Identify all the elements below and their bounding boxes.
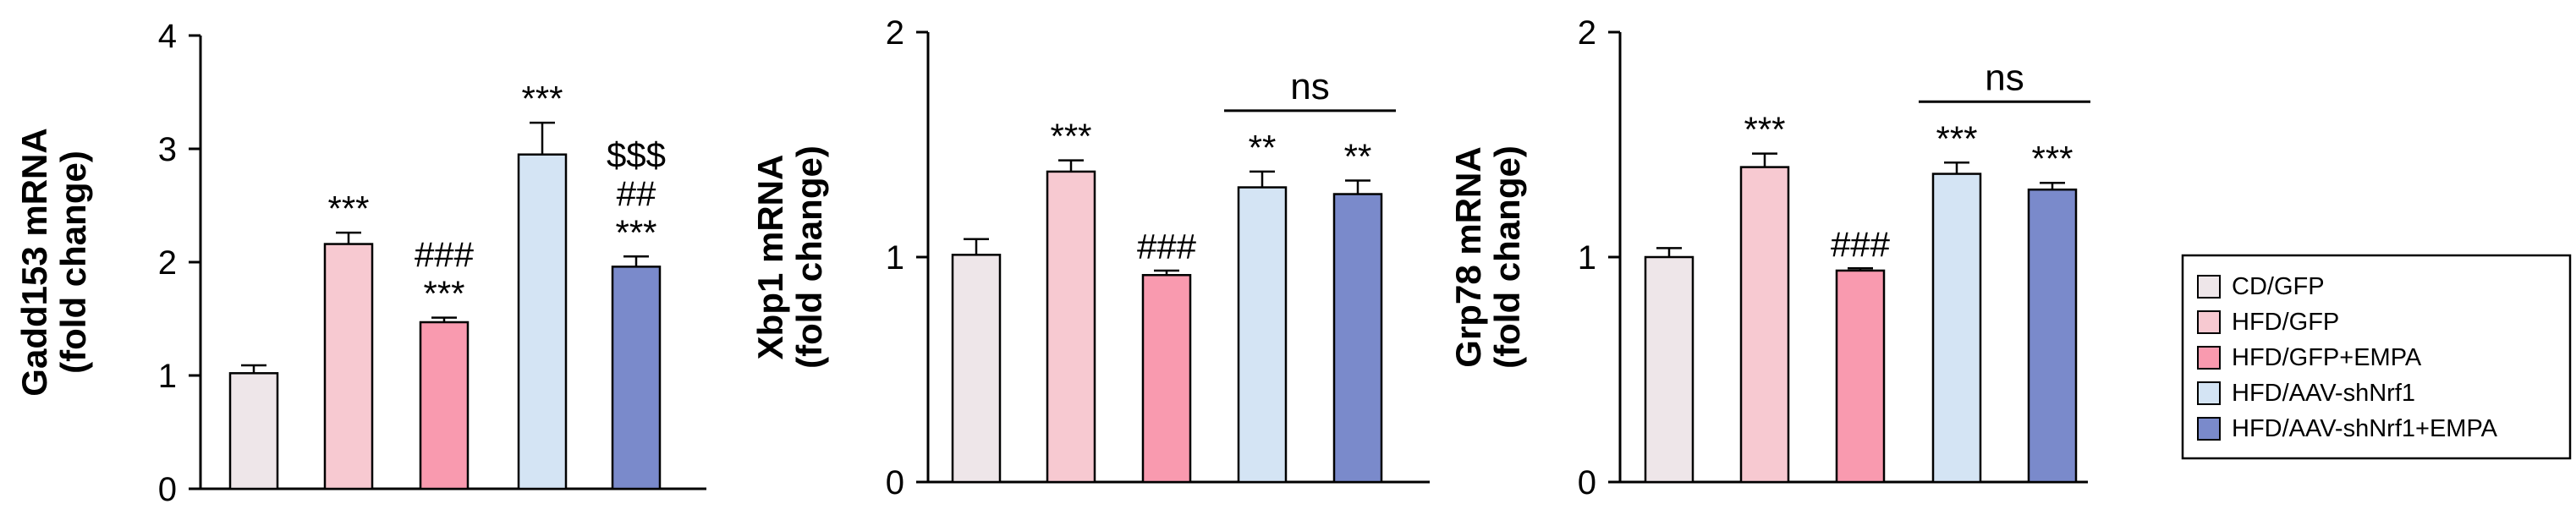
legend-label: HFD/GFP <box>2232 309 2339 336</box>
bar-cd-gfp <box>228 372 279 490</box>
y-tick-label: 1 <box>1578 239 1596 277</box>
significance-label: ### <box>415 235 475 275</box>
y-axis-title-line-2: (fold change) <box>53 151 93 374</box>
y-axis-title-line-1: Xbp1 mRNA <box>750 155 790 360</box>
y-tick-label: 1 <box>886 239 904 277</box>
y-axis-title: Xbp1 mRNA(fold change) <box>750 145 829 369</box>
significance-label: *** <box>423 274 464 314</box>
significance-label: ** <box>1249 128 1277 167</box>
legend-label: CD/GFP <box>2232 273 2325 300</box>
comparison-label: ns <box>1290 66 1329 107</box>
bar-hfd-aav-shnrf1 <box>1931 173 1982 484</box>
significance-label: ** <box>1344 137 1372 177</box>
y-axis-title: Gadd153 mRNA(fold change) <box>14 128 93 396</box>
y-tick-label: 0 <box>158 471 177 508</box>
bar-hfd-gfp <box>1046 170 1096 484</box>
bar-hfd-gfp <box>1739 166 1790 484</box>
bar-cd-gfp <box>1644 255 1694 484</box>
y-axis-title-line-2: (fold change) <box>1487 145 1527 369</box>
significance-label: ### <box>1831 224 1891 264</box>
significance-label: *** <box>327 189 369 228</box>
bar-hfd-gfp <box>323 243 374 490</box>
y-tick-label: 2 <box>1578 14 1596 52</box>
legend-label: HFD/GFP+EMPA <box>2232 344 2422 371</box>
y-tick-label: 2 <box>886 14 904 52</box>
significance-label: ## <box>617 173 656 213</box>
legend-swatch <box>2197 346 2221 370</box>
y-axis-title-line-2: (fold change) <box>789 145 829 369</box>
significance-label: ### <box>1137 227 1197 266</box>
significance-label: *** <box>1050 117 1091 156</box>
significance-label: *** <box>1936 118 1977 158</box>
legend-swatch <box>2197 310 2221 334</box>
legend-swatch <box>2197 417 2221 441</box>
y-axis-title-line-1: Grp78 mRNA <box>1448 146 1488 367</box>
bar-hfd-gfp-empa <box>1141 274 1192 484</box>
y-tick-label: 0 <box>1578 464 1596 501</box>
bar-cd-gfp <box>951 254 1002 484</box>
legend-box <box>2181 254 2572 460</box>
legend-label: HFD/AAV-shNrf1 <box>2232 380 2415 407</box>
legend: CD/GFP HFD/GFP HFD/GFP+EMPA HFD/AAV-shNrf1 H… <box>2181 254 2572 460</box>
bar-hfd-gfp-empa <box>1835 269 1886 484</box>
comparison-label: ns <box>1985 57 2024 98</box>
significance-label: *** <box>2031 139 2073 178</box>
y-tick-label: 0 <box>886 464 904 501</box>
y-tick-label: 1 <box>158 358 177 395</box>
bar-hfd-aav-shnrf1-empa <box>1332 193 1383 484</box>
legend-swatch <box>2197 275 2221 299</box>
bar-hfd-aav-shnrf1 <box>517 153 568 490</box>
bar-hfd-gfp-empa <box>419 321 470 490</box>
significance-label: *** <box>615 212 656 252</box>
bar-hfd-aav-shnrf1-empa <box>611 266 662 490</box>
significance-label: *** <box>1744 110 1785 150</box>
bar-hfd-aav-shnrf1-empa <box>2027 188 2078 484</box>
legend-swatch <box>2197 381 2221 405</box>
y-axis-title-line-1: Gadd153 mRNA <box>14 128 54 396</box>
significance-label: $$$ <box>607 134 666 174</box>
significance-label: *** <box>521 79 563 118</box>
y-tick-label: 4 <box>158 18 177 55</box>
legend-label: HFD/AAV-shNrf1+EMPA <box>2232 415 2498 442</box>
y-axis-title: Grp78 mRNA(fold change) <box>1448 145 1527 369</box>
y-tick-label: 2 <box>158 244 177 282</box>
bar-hfd-aav-shnrf1 <box>1237 186 1288 484</box>
chart-panel-2: 0 1 2 Xbp1 mRNA(fold change) *** ### ** ** ns <box>750 14 1430 501</box>
y-tick-label: 3 <box>158 131 177 168</box>
